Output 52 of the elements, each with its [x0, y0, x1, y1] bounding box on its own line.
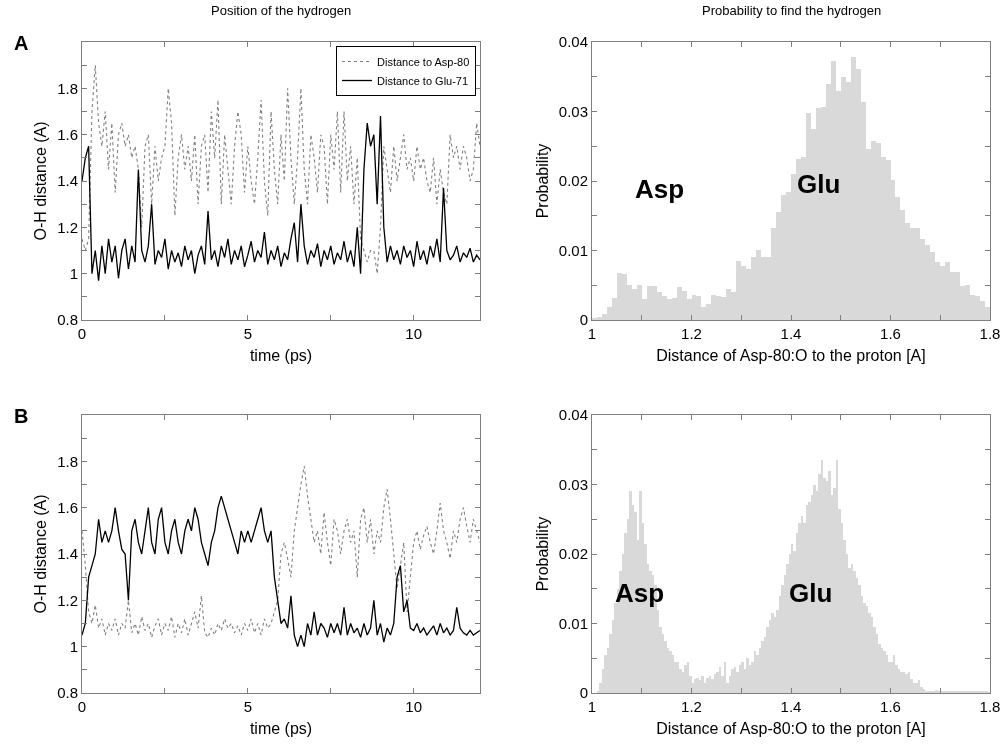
y-tick-label: 1.4 [57, 545, 78, 563]
y-tick-label: 1.2 [57, 591, 78, 609]
text: B [14, 405, 29, 427]
x-axis-title: time (ps) [249, 346, 313, 364]
annotation: Glu [789, 578, 833, 608]
x-tick-label: 1.4 [780, 698, 802, 715]
y-tick-label: 0 [579, 311, 588, 329]
x-tick-label: 1.4 [780, 325, 802, 342]
legend-label: Distance to Glu-71 [377, 74, 469, 87]
y-axis-title: O-H distance (A) [32, 121, 50, 241]
text: A [14, 32, 29, 54]
annotation: Asp [615, 578, 665, 608]
y-tick-label: 0 [579, 684, 588, 702]
y-tick-label: 0.03 [558, 102, 588, 120]
y-tick-label: 0.8 [57, 684, 78, 702]
chart-title: Position of the hydrogen [211, 3, 352, 18]
y-axis-title: Probability [533, 516, 551, 592]
y-tick-label: 0.02 [558, 545, 588, 563]
y-tick-label: 1.6 [57, 125, 78, 143]
y-tick-label: 1.6 [57, 498, 78, 516]
y-tick-label: 1.8 [57, 452, 78, 470]
y-tick-label: 1.4 [57, 172, 78, 190]
x-axis-title: Distance of Asp-80:O to the proton [A] [656, 346, 926, 364]
x-tick-label: 1.2 [681, 325, 702, 342]
x-tick-label: 5 [243, 698, 252, 715]
y-tick-label: 1 [69, 637, 78, 655]
y-tick-label: 0.03 [558, 475, 588, 493]
x-tick-label: 1.8 [979, 325, 1001, 342]
legend-label: Distance to Asp-80 [377, 55, 470, 68]
y-tick-label: 1.2 [57, 218, 78, 236]
y-axis-title: O-H distance (A) [32, 494, 50, 614]
y-tick-label: 1.8 [57, 79, 78, 97]
chart-title: Probability to find the hydrogen [702, 3, 882, 18]
x-tick-label: 10 [405, 325, 423, 342]
y-tick-label: 0.02 [558, 172, 588, 190]
y-tick-label: 0.8 [57, 311, 78, 329]
annotation: Asp [635, 174, 685, 204]
y-tick-label: 0.01 [558, 614, 588, 632]
x-axis-title: time (ps) [249, 719, 313, 737]
x-tick-label: 5 [243, 325, 252, 342]
y-tick-label: 0.04 [558, 406, 588, 424]
x-tick-label: 1.8 [979, 698, 1001, 715]
x-tick-label: 1.2 [681, 698, 702, 715]
x-tick-label: 1.6 [880, 698, 901, 715]
y-tick-label: 0.04 [558, 33, 588, 51]
x-tick-label: 10 [405, 698, 423, 715]
annotation: Glu [797, 169, 841, 199]
y-tick-label: 1 [69, 264, 78, 282]
x-axis-title: Distance of Asp-80:O to the proton [A] [656, 719, 926, 737]
y-axis-title: Probability [533, 143, 551, 219]
y-tick-label: 0.01 [558, 241, 588, 259]
x-tick-label: 1.6 [880, 325, 901, 342]
